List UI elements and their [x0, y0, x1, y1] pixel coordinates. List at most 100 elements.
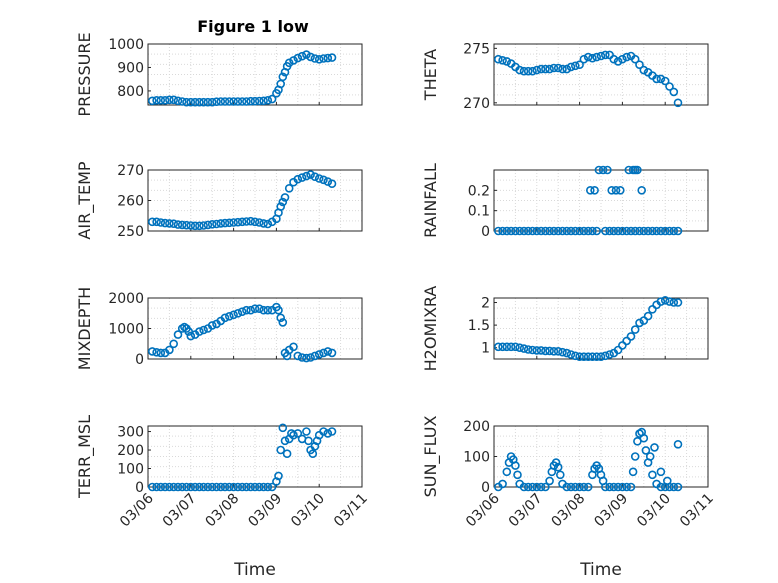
data-point [177, 97, 187, 106]
data-point [553, 226, 563, 236]
y-tick-label: 0 [135, 352, 144, 368]
data-point [588, 352, 597, 362]
data-point [308, 449, 318, 459]
data-point [229, 97, 238, 106]
data-point [579, 352, 589, 362]
data-point [630, 226, 640, 236]
data-point [199, 221, 208, 230]
axes-pressure: 800 900 1000 PRESSURE [75, 32, 363, 117]
data-point [237, 217, 247, 227]
data-point [588, 226, 597, 236]
data-point [216, 97, 226, 106]
data-point [532, 482, 542, 492]
data-point [199, 325, 208, 335]
data-point [541, 482, 550, 492]
data-point [319, 427, 328, 436]
x-tick-label: 03/09 [591, 491, 631, 531]
data-point [590, 186, 599, 195]
axes-box [493, 297, 709, 360]
data-point [274, 305, 283, 315]
data-point [545, 226, 554, 236]
data-point [562, 64, 572, 74]
y-tick-label: 300 [117, 425, 144, 441]
data-point [203, 220, 213, 230]
data-point [506, 342, 516, 352]
data-point [669, 482, 679, 492]
data-point [519, 66, 529, 76]
data-point [502, 342, 512, 352]
y-tick-label: 2000 [108, 291, 144, 307]
data-point [203, 97, 213, 107]
data-point [575, 482, 584, 492]
data-point [600, 351, 610, 361]
data-point [656, 297, 666, 306]
data-point [570, 226, 580, 236]
data-point [637, 186, 647, 195]
data-point [515, 226, 525, 236]
data-point [220, 482, 230, 492]
y-axis-label: THETA [421, 49, 440, 101]
y-tick-label: 800 [117, 84, 144, 100]
data-point [669, 298, 679, 307]
data-point [233, 308, 243, 318]
data-point [237, 307, 247, 317]
data-point [493, 342, 503, 352]
data-point [536, 482, 546, 492]
data-point [259, 305, 268, 315]
data-point [498, 226, 507, 236]
data-point [615, 186, 625, 195]
data-point [545, 476, 554, 486]
data-point [566, 62, 576, 72]
data-point [639, 433, 649, 443]
data-point [600, 226, 610, 236]
data-point [541, 226, 550, 236]
data-point [641, 446, 651, 455]
data-point [297, 51, 307, 61]
data-point [673, 98, 683, 108]
data-point [278, 423, 288, 433]
y-tick-label: 0 [135, 480, 144, 496]
x-axis-label: Time [233, 560, 276, 580]
axes-air-temp: 250 260 270 AIR_TEMP [75, 161, 363, 240]
y-tick-label: 200 [463, 419, 490, 435]
data-point [660, 226, 670, 236]
data-point [242, 217, 251, 226]
data-point [233, 217, 243, 227]
data-point [282, 449, 292, 459]
y-axis-label: TERR_MSL [75, 415, 95, 499]
y-tick-label: 275 [463, 41, 490, 57]
data-point [242, 97, 251, 106]
data-point [246, 216, 255, 226]
data-point [152, 347, 161, 357]
data-point [603, 165, 612, 175]
data-point [156, 348, 166, 358]
data-point [233, 482, 243, 492]
data-point [212, 97, 221, 106]
data-point [229, 218, 238, 227]
data-point [276, 313, 286, 323]
data-point [600, 50, 610, 60]
data-point [225, 97, 234, 106]
data-point [156, 218, 166, 227]
data-point [622, 482, 632, 492]
data-point [254, 218, 264, 227]
data-point [643, 311, 653, 321]
data-point [323, 347, 333, 356]
data-point [523, 226, 533, 236]
y-tick-label: 250 [117, 224, 144, 240]
data-point [669, 226, 679, 236]
data-point [528, 345, 537, 355]
data-point [190, 97, 200, 107]
data-point [203, 482, 213, 492]
data-point [583, 226, 593, 236]
data-point [493, 226, 503, 236]
data-point [635, 60, 644, 69]
data-point [297, 353, 307, 362]
data-point [536, 346, 546, 355]
data-point [278, 72, 288, 82]
axes-box [493, 43, 709, 106]
data-point [160, 96, 170, 105]
data-point [190, 221, 200, 231]
data-point [630, 325, 640, 334]
data-point [549, 63, 559, 73]
